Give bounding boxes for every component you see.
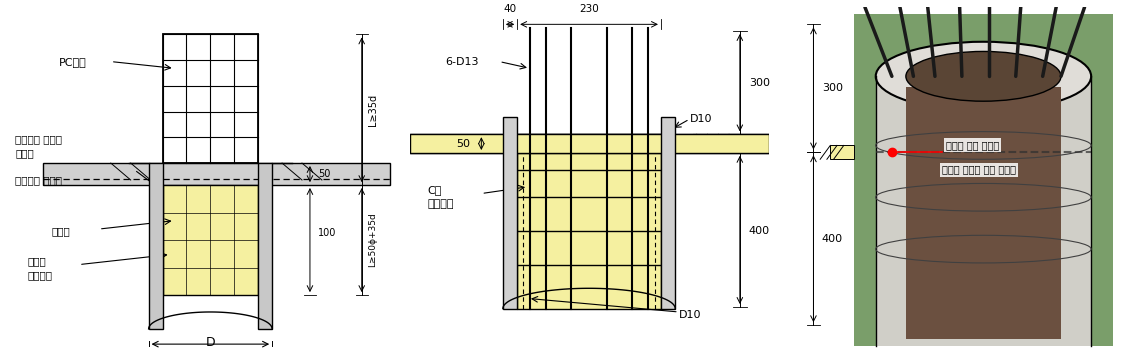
Text: D10: D10 xyxy=(679,310,701,320)
Text: 300: 300 xyxy=(821,84,843,93)
Text: 속채움
보강철근: 속채움 보강철근 xyxy=(27,256,52,280)
Text: 띠철근: 띠철근 xyxy=(50,226,70,236)
Ellipse shape xyxy=(905,51,1061,101)
Ellipse shape xyxy=(875,42,1091,111)
Text: 40: 40 xyxy=(504,4,516,14)
Bar xyxy=(905,87,1061,339)
Bar xyxy=(661,117,675,309)
Text: L≥50ϕ+35d: L≥50ϕ+35d xyxy=(368,213,377,267)
Text: L≥35d: L≥35d xyxy=(368,94,378,126)
Text: D: D xyxy=(205,336,215,349)
Bar xyxy=(43,163,389,185)
Text: 50: 50 xyxy=(318,169,330,179)
Text: C급
콘크리트: C급 콘크리트 xyxy=(427,185,454,209)
Text: 외부의 고른 절단면: 외부의 고른 절단면 xyxy=(946,140,999,150)
Bar xyxy=(148,163,163,329)
Text: 50: 50 xyxy=(457,139,470,149)
Bar xyxy=(163,35,258,163)
Text: D10: D10 xyxy=(690,114,712,124)
Text: 400: 400 xyxy=(821,234,843,244)
Text: 100: 100 xyxy=(318,228,337,238)
Bar xyxy=(163,185,258,295)
Text: 6-D13: 6-D13 xyxy=(445,57,479,67)
Bar xyxy=(517,134,661,309)
Text: 230: 230 xyxy=(579,4,599,14)
Bar xyxy=(410,134,769,153)
Bar xyxy=(503,117,517,309)
Text: 400: 400 xyxy=(748,226,770,236)
Text: 확대기초 아래측
주철근: 확대기초 아래측 주철근 xyxy=(16,134,62,158)
Bar xyxy=(854,14,1113,346)
Text: 확대기초 아래면: 확대기초 아래면 xyxy=(16,175,62,185)
Bar xyxy=(830,145,854,159)
Text: 내부의 고르지 못한 절단면: 내부의 고르지 못한 절단면 xyxy=(942,165,1017,175)
Text: 300: 300 xyxy=(748,78,770,88)
Text: PC강재: PC강재 xyxy=(59,57,86,67)
Bar xyxy=(258,163,273,329)
Bar xyxy=(875,76,1091,346)
